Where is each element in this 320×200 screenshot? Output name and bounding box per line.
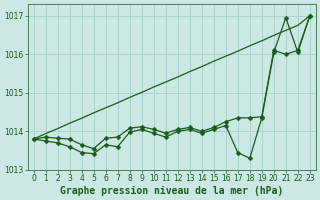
- X-axis label: Graphe pression niveau de la mer (hPa): Graphe pression niveau de la mer (hPa): [60, 186, 283, 196]
